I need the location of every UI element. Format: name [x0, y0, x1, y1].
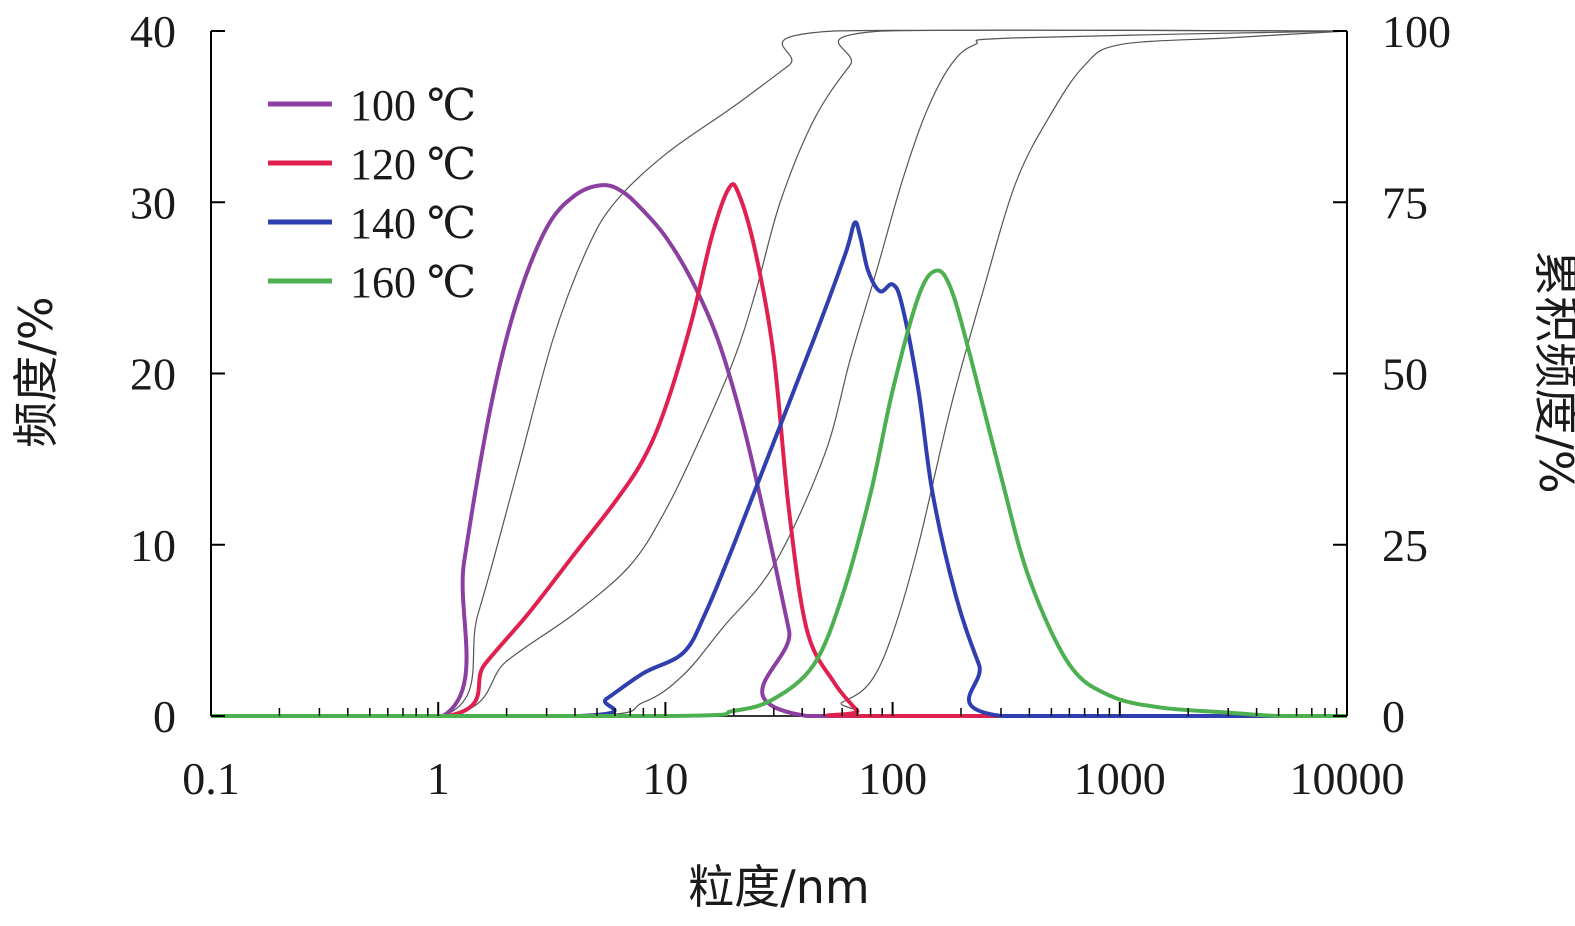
right-y-tick-label: 75	[1382, 177, 1428, 228]
series-line-4	[211, 268, 1347, 719]
left-y-tick-label: 0	[153, 691, 176, 742]
x-tick-label: 10	[642, 753, 688, 804]
left-y-axis-label: 频度/%	[9, 296, 63, 447]
series-line-1	[211, 183, 1347, 719]
cumulative-line-1	[211, 29, 1348, 717]
plot-frame	[210, 31, 1348, 717]
x-axis-label: 粒度/nm	[688, 860, 869, 914]
x-tick-label: 1000	[1074, 753, 1166, 804]
legend-label-1: 100 ℃	[350, 81, 476, 130]
cumulative-line-3	[211, 30, 1348, 717]
left-y-tick-label: 20	[130, 349, 176, 400]
x-axis-ticks: 0.1 1 10 100 1000 10000	[182, 702, 1405, 804]
x-tick-label: 100	[858, 753, 927, 804]
legend-label-2: 120 ℃	[350, 140, 476, 189]
legend: 100 ℃ 120 ℃ 140 ℃ 160 ℃	[268, 81, 476, 307]
right-y-tick-label: 25	[1382, 520, 1428, 571]
x-tick-label: 1	[427, 753, 450, 804]
legend-label-4: 160 ℃	[350, 258, 476, 307]
cumulative-line-4	[211, 30, 1348, 717]
left-y-tick-label: 40	[130, 6, 176, 57]
cumulative-line-2	[211, 29, 1348, 717]
legend-label-3: 140 ℃	[350, 199, 476, 248]
right-y-tick-label: 100	[1382, 6, 1451, 57]
series-line-3	[211, 220, 1347, 719]
left-y-tick-label: 30	[130, 177, 176, 228]
x-tick-label: 10000	[1290, 753, 1405, 804]
x-tick-label: 0.1	[182, 753, 240, 804]
right-y-tick-label: 0	[1382, 691, 1405, 742]
right-y-tick-label: 50	[1382, 349, 1428, 400]
right-y-axis-label: 累积频度/%	[1529, 250, 1575, 493]
cumulative-curves	[211, 29, 1348, 717]
left-y-tick-label: 10	[130, 520, 176, 571]
left-y-axis-ticks: 0 10 20 30 40	[130, 6, 225, 742]
right-y-axis-ticks: 0 25 50 75 100	[1333, 6, 1451, 742]
